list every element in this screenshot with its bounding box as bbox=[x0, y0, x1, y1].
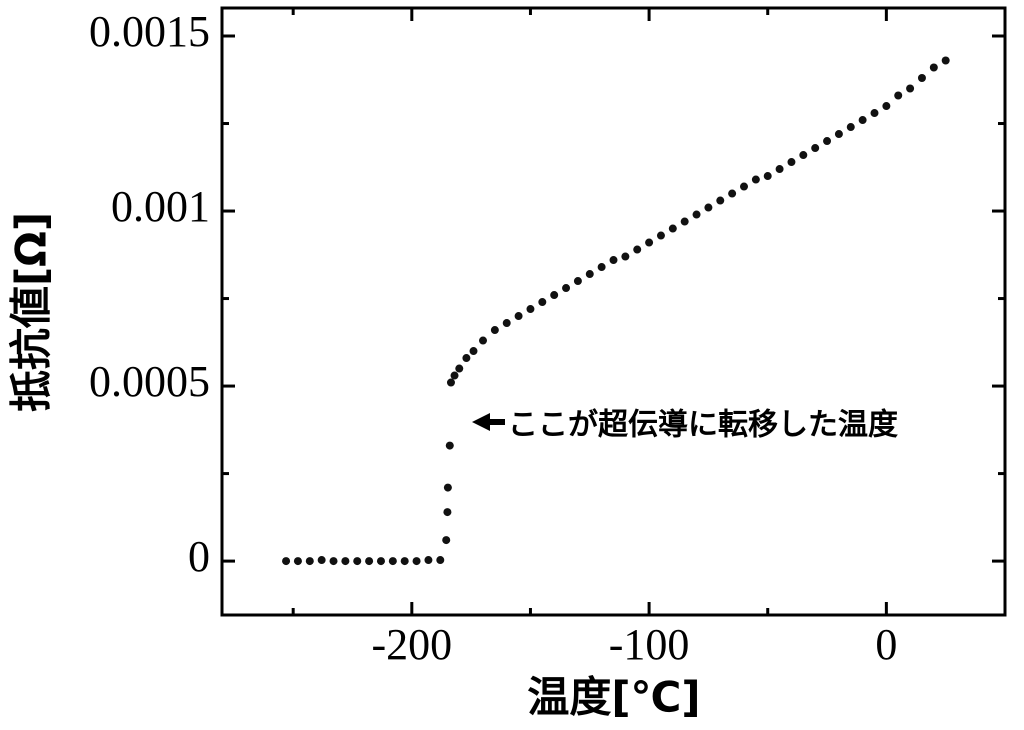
data-point bbox=[365, 557, 374, 566]
y-tick-label: 0.0015 bbox=[89, 7, 210, 56]
data-point bbox=[412, 557, 421, 566]
y-axis-label: 抵抗値[Ω] bbox=[7, 212, 56, 412]
data-point bbox=[388, 557, 397, 566]
y-tick-label: 0.001 bbox=[111, 182, 210, 231]
x-tick-label: 0 bbox=[875, 620, 897, 669]
data-point bbox=[775, 165, 784, 174]
data-point bbox=[846, 123, 855, 132]
data-point bbox=[680, 217, 689, 226]
data-point bbox=[621, 252, 630, 261]
data-point bbox=[450, 371, 459, 380]
data-point bbox=[436, 556, 445, 565]
data-point bbox=[894, 91, 903, 100]
annotation: ここが超伝導に転移した温度 bbox=[508, 408, 898, 443]
data-point bbox=[514, 312, 523, 321]
data-point bbox=[376, 557, 385, 566]
data-point bbox=[443, 483, 452, 492]
data-point bbox=[526, 305, 535, 314]
data-point bbox=[573, 277, 582, 286]
data-point bbox=[858, 116, 867, 125]
data-point bbox=[305, 557, 314, 566]
data-point bbox=[633, 245, 642, 254]
data-point bbox=[941, 56, 950, 65]
data-point bbox=[443, 508, 452, 517]
data-point bbox=[656, 231, 665, 240]
data-point bbox=[823, 137, 832, 146]
data-point bbox=[704, 203, 713, 212]
data-point bbox=[882, 102, 891, 111]
y-tick-label: 0.0005 bbox=[89, 357, 210, 406]
data-point bbox=[400, 557, 409, 566]
data-point bbox=[479, 336, 487, 345]
data-point bbox=[870, 109, 879, 118]
data-point bbox=[906, 84, 915, 93]
data-point bbox=[282, 557, 291, 566]
y-tick-label: 0 bbox=[188, 532, 210, 581]
data-point bbox=[929, 63, 938, 72]
data-point bbox=[740, 182, 748, 191]
data-point bbox=[668, 224, 677, 233]
plot-frame bbox=[220, 6, 1007, 617]
data-point bbox=[490, 326, 499, 335]
data-point bbox=[751, 175, 760, 184]
data-point bbox=[424, 556, 433, 565]
data-point bbox=[811, 144, 820, 153]
data-point bbox=[787, 158, 796, 167]
data-point bbox=[538, 298, 547, 307]
data-point bbox=[502, 319, 511, 328]
data-point bbox=[445, 441, 454, 450]
annotation-arrow bbox=[472, 413, 505, 431]
data-point bbox=[716, 196, 725, 205]
data-point bbox=[609, 256, 618, 265]
data-point bbox=[917, 74, 926, 83]
data-point bbox=[341, 557, 350, 566]
data-point bbox=[763, 172, 772, 181]
data-point bbox=[799, 151, 808, 160]
data-point bbox=[597, 263, 606, 272]
data-point bbox=[446, 378, 455, 387]
data-point bbox=[329, 557, 338, 566]
data-point bbox=[293, 557, 302, 566]
data-point bbox=[692, 210, 701, 219]
data-point bbox=[462, 354, 471, 363]
data-point bbox=[585, 270, 594, 279]
x-tick-label: -200 bbox=[371, 620, 452, 669]
data-point bbox=[645, 238, 654, 247]
data-point bbox=[317, 556, 326, 565]
data-point bbox=[455, 364, 464, 373]
data-point bbox=[442, 536, 451, 545]
data-point bbox=[550, 291, 559, 300]
data-point bbox=[353, 557, 362, 566]
x-tick-label: -100 bbox=[609, 620, 690, 669]
data-point bbox=[728, 189, 737, 198]
data-point bbox=[562, 284, 571, 293]
x-axis-label: 温度[℃] bbox=[527, 673, 700, 722]
data-point bbox=[469, 347, 478, 356]
data-point bbox=[834, 130, 843, 139]
